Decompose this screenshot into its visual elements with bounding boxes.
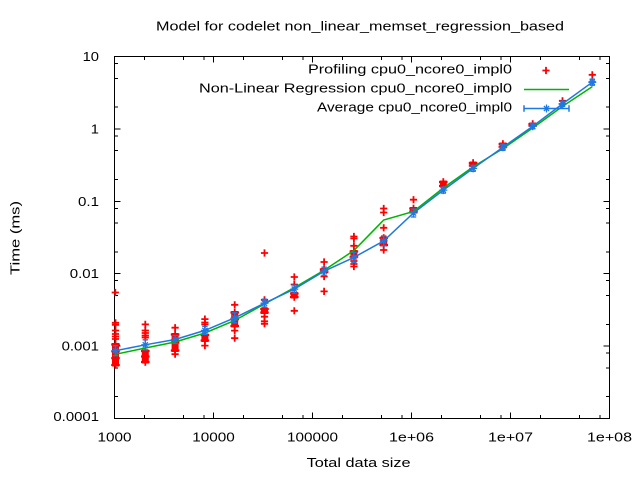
svg-text:100000: 100000: [287, 430, 338, 445]
svg-text:1e+08: 1e+08: [587, 430, 632, 445]
svg-text:1: 1: [91, 121, 99, 136]
svg-text:0.0001: 0.0001: [53, 409, 99, 424]
svg-text:0.001: 0.001: [62, 339, 99, 354]
svg-text:Total data size: Total data size: [307, 455, 411, 470]
svg-text:Time (ms): Time (ms): [8, 201, 23, 275]
svg-text:10000: 10000: [192, 430, 235, 445]
svg-text:0.01: 0.01: [70, 266, 99, 281]
svg-text:10: 10: [83, 49, 99, 64]
svg-text:1000: 1000: [98, 430, 132, 445]
svg-text:1e+06: 1e+06: [389, 430, 434, 445]
svg-text:Model for codelet non_linear_m: Model for codelet non_linear_memset_regr…: [156, 18, 564, 33]
svg-text:Non-Linear Regression cpu0_nco: Non-Linear Regression cpu0_ncore0_impl0: [199, 81, 512, 96]
svg-text:Average cpu0_ncore0_impl0: Average cpu0_ncore0_impl0: [317, 100, 512, 115]
svg-text:1e+07: 1e+07: [488, 430, 533, 445]
svg-text:Profiling cpu0_ncore0_impl0: Profiling cpu0_ncore0_impl0: [308, 62, 512, 77]
svg-text:0.1: 0.1: [78, 194, 99, 209]
